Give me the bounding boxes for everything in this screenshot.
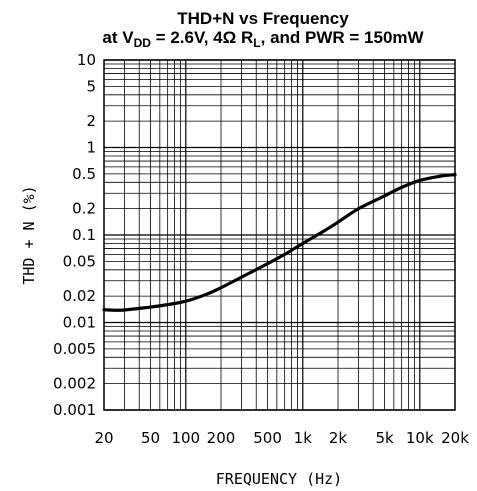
x-tick-label: 20 bbox=[94, 429, 113, 447]
subtitle-part-3: , and PWR = 150mW bbox=[261, 28, 425, 47]
data-points bbox=[103, 173, 457, 312]
y-axis-label: THD + N (%) bbox=[20, 185, 38, 284]
x-tick-label: 200 bbox=[207, 429, 236, 447]
x-tick-label: 5k bbox=[375, 429, 394, 447]
y-tick-label: 2 bbox=[86, 112, 96, 130]
y-tick-label: 5 bbox=[86, 77, 96, 95]
y-tick-label: 0.05 bbox=[63, 252, 96, 270]
chart-subtitle: at VDD = 2.6V, 4Ω RL, and PWR = 150mW bbox=[102, 28, 424, 50]
y-tick-label: 1 bbox=[86, 139, 96, 157]
y-tick-label: 0.001 bbox=[53, 401, 96, 419]
subtitle-part-2: = 2.6V, 4Ω R bbox=[151, 28, 253, 47]
x-tick-label: 2k bbox=[329, 429, 348, 447]
x-tick-label: 10k bbox=[406, 429, 434, 447]
y-axis-ticks: 10 5 2 1 0.5 0.2 0.1 0.05 0.02 0.01 0.005 0.002 0.00… bbox=[53, 51, 96, 419]
x-tick-label: 50 bbox=[141, 429, 160, 447]
y-tick-label: 0.1 bbox=[72, 226, 96, 244]
x-axis-ticks: 20 50 100 200 500 1k 2k 5k 10k 20k bbox=[94, 429, 469, 447]
subtitle-sub-dd: DD bbox=[134, 36, 152, 50]
y-tick-label: 0.5 bbox=[72, 165, 96, 183]
x-tick-label: 100 bbox=[171, 429, 200, 447]
y-tick-label: 0.005 bbox=[53, 340, 96, 358]
subtitle-part-1: at V bbox=[102, 28, 134, 47]
series-line bbox=[102, 173, 457, 312]
plot-frame bbox=[103, 59, 456, 411]
chart-grid bbox=[103, 59, 456, 411]
y-tick-label: 0.002 bbox=[53, 375, 96, 393]
y-tick-label: 0.2 bbox=[72, 200, 96, 218]
chart-title: THD+N vs Frequency bbox=[177, 9, 349, 28]
y-tick-label: 0.02 bbox=[63, 287, 96, 305]
x-tick-label: 1k bbox=[294, 429, 313, 447]
x-tick-label: 500 bbox=[253, 429, 282, 447]
subtitle-sub-l: L bbox=[253, 36, 260, 50]
y-tick-label: 0.01 bbox=[63, 314, 96, 332]
y-tick-label: 10 bbox=[77, 51, 96, 69]
x-tick-label: 20k bbox=[441, 429, 469, 447]
x-axis-label: FREQUENCY (Hz) bbox=[216, 470, 342, 488]
